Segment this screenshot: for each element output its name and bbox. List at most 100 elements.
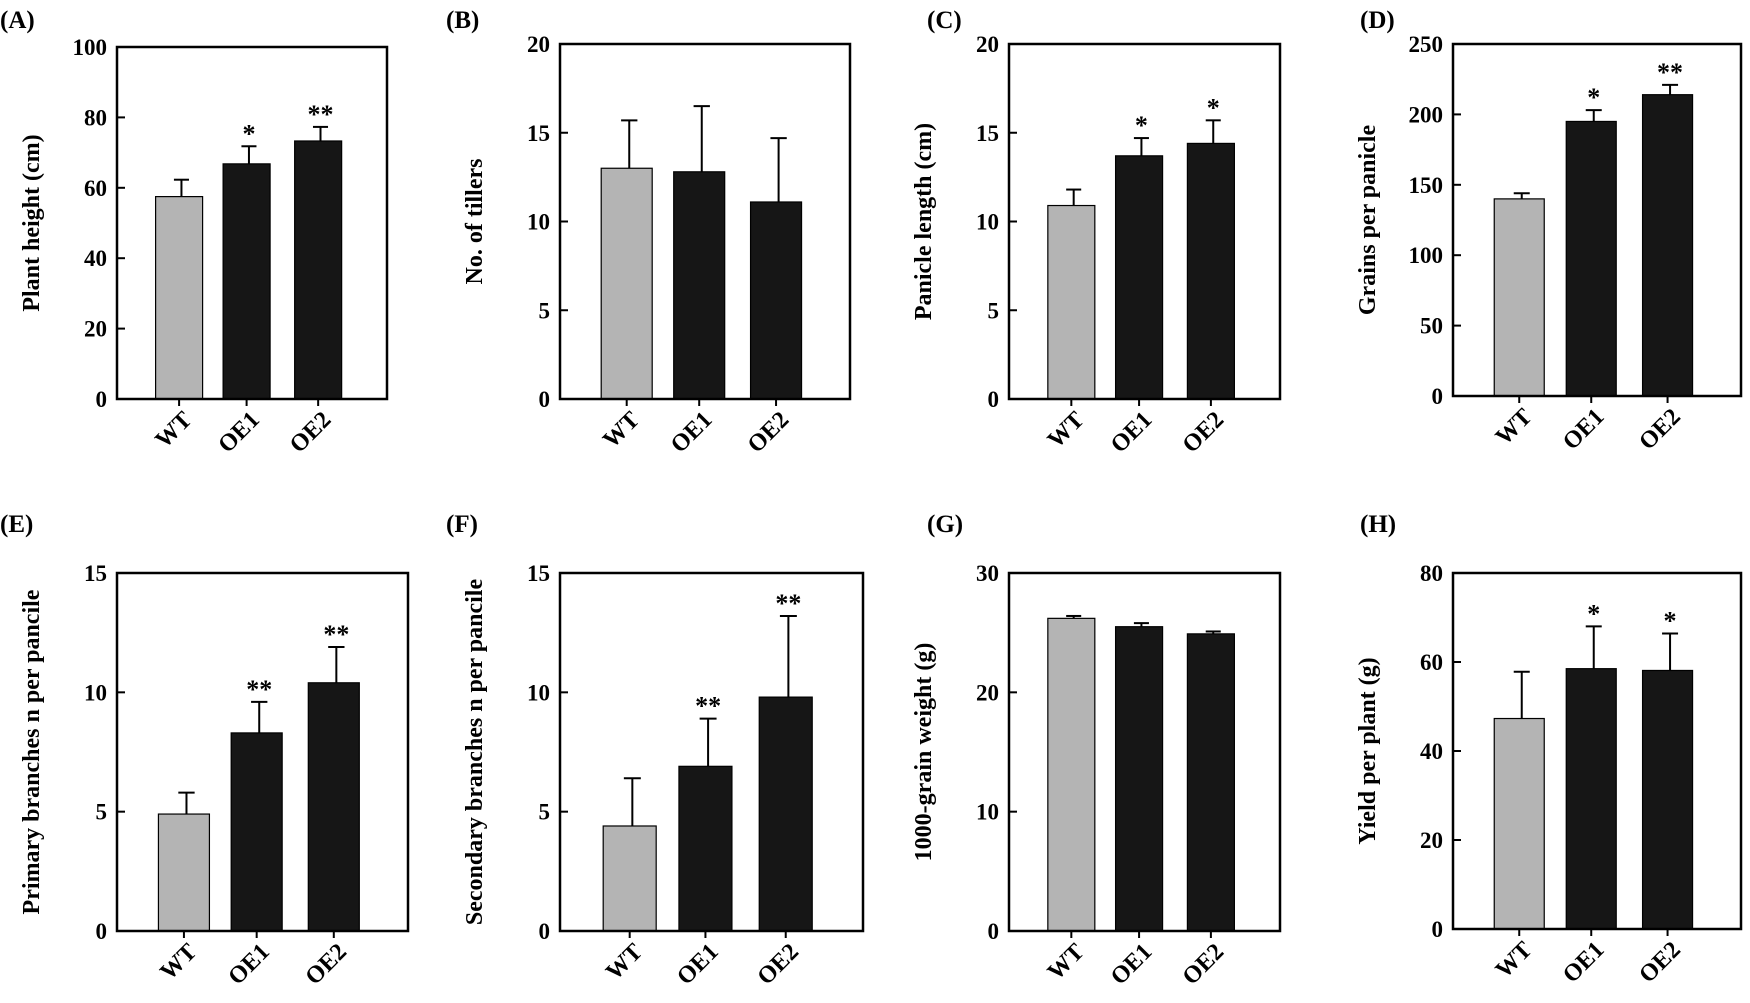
- panel-b: (B) WT OE1 OE2 0 5 10 15 20 No. of tillers: [446, 7, 852, 458]
- bar-wt: [1493, 198, 1545, 397]
- plot-frame: [558, 571, 865, 933]
- bar-wt: [1047, 617, 1096, 932]
- y-tick-label: 0: [539, 387, 551, 412]
- y-tick-label: 0: [96, 919, 108, 944]
- bar-oe1: [1565, 668, 1617, 930]
- y-tick-label: 5: [988, 298, 1000, 323]
- y-tick-label: 60: [1420, 650, 1443, 675]
- significance-mark: **: [308, 100, 334, 129]
- significance-mark: *: [242, 119, 255, 148]
- y-tick-label: 10: [527, 680, 550, 705]
- plot-frame: [1451, 42, 1743, 398]
- bar-oe1: [1114, 626, 1164, 932]
- x-tick-label-oe1: OE1: [1558, 937, 1609, 988]
- bar-oe1: [673, 171, 726, 400]
- significance-mark: **: [323, 620, 349, 649]
- x-tick-label-wt: WT: [1491, 404, 1538, 451]
- y-tick-label: 20: [84, 317, 107, 342]
- x-tick-label-oe2: OE2: [1634, 937, 1685, 988]
- panel-label: (C): [927, 7, 962, 34]
- plot-frame: [115, 571, 410, 933]
- panel-g: (G) WT OE1 OE2 0 10 20 30 1000-grain weight (g): [911, 511, 1282, 990]
- y-tick-label: 0: [988, 919, 1000, 944]
- y-tick-label: 50: [1420, 314, 1443, 339]
- y-tick-label: 0: [96, 387, 108, 412]
- panel-c: (C) WT * OE1 * OE2 0 5 10 15 20 Panicle length (cm): [911, 7, 1282, 458]
- x-tick-label-oe1: OE1: [1106, 939, 1157, 990]
- x-tick-label-oe2: OE2: [1634, 404, 1685, 455]
- bar-oe2: [758, 696, 813, 932]
- y-tick-label: 10: [976, 210, 999, 235]
- y-tick-label: 40: [84, 246, 107, 271]
- y-tick-label: 10: [84, 680, 107, 705]
- y-tick-label: 15: [84, 561, 107, 586]
- y-tick-label: 80: [84, 105, 107, 130]
- panel-label: (E): [0, 511, 33, 538]
- x-tick-label-oe2: OE2: [1178, 939, 1229, 990]
- significance-mark: *: [1587, 83, 1600, 112]
- x-tick-label-oe2: OE2: [1178, 407, 1229, 458]
- panel-label: (F): [446, 511, 478, 538]
- significance-mark: **: [246, 675, 272, 704]
- bar-oe2: [749, 201, 803, 400]
- panel-d: (D) WT * OE1 ** OE2 0 50 100 150 200 250 Grains per …: [1355, 7, 1743, 455]
- bar-oe2: [1641, 669, 1694, 930]
- x-tick-label-wt: WT: [155, 939, 202, 986]
- significance-mark: *: [1135, 111, 1148, 140]
- plot-frame: [1007, 571, 1282, 933]
- y-tick-label: 250: [1409, 32, 1444, 57]
- plot-frame: [1451, 571, 1743, 931]
- y-tick-label: 30: [976, 561, 999, 586]
- significance-mark: *: [1587, 599, 1600, 628]
- x-tick-label-wt: WT: [1043, 407, 1090, 454]
- panel-label: (B): [446, 7, 479, 34]
- y-tick-label: 20: [527, 32, 550, 57]
- y-tick-label: 0: [1432, 384, 1444, 409]
- bar-oe2: [1641, 94, 1694, 397]
- bar-oe1: [230, 732, 283, 932]
- x-tick-label-wt: WT: [1043, 939, 1090, 986]
- x-tick-label-wt: WT: [151, 407, 198, 454]
- y-axis-label: Primary branches n per pancile: [19, 589, 45, 914]
- y-axis-label: Yield per plant (g): [1355, 657, 1381, 844]
- y-tick-label: 20: [976, 680, 999, 705]
- x-tick-label-oe1: OE1: [213, 407, 264, 458]
- bar-wt: [602, 825, 657, 932]
- y-tick-label: 5: [96, 800, 108, 825]
- bar-oe1: [1114, 155, 1164, 400]
- significance-mark: **: [1657, 58, 1683, 87]
- panel-label: (G): [927, 511, 963, 538]
- plot-frame: [558, 42, 852, 401]
- y-tick-label: 200: [1409, 102, 1444, 127]
- bar-wt: [155, 196, 204, 400]
- y-tick-label: 10: [976, 800, 999, 825]
- bar-oe1: [1565, 120, 1617, 397]
- bar-wt: [1047, 204, 1096, 400]
- bar-wt: [1493, 717, 1545, 930]
- significance-mark: *: [1664, 607, 1677, 636]
- bar-wt: [157, 813, 211, 932]
- y-tick-label: 0: [539, 919, 551, 944]
- bar-oe1: [222, 163, 271, 400]
- bar-wt: [600, 167, 653, 400]
- panel-label: (A): [0, 7, 35, 34]
- plot-frame: [115, 45, 389, 401]
- y-tick-label: 100: [73, 35, 108, 60]
- x-tick-label-oe2: OE2: [753, 939, 804, 990]
- y-tick-label: 150: [1409, 173, 1444, 198]
- x-tick-label-oe1: OE1: [672, 939, 723, 990]
- y-tick-label: 10: [527, 210, 550, 235]
- bar-oe1: [678, 765, 733, 932]
- significance-mark: **: [775, 589, 801, 618]
- significance-mark: *: [1207, 93, 1220, 122]
- bar-oe2: [1186, 633, 1235, 932]
- x-tick-label-wt: WT: [598, 407, 645, 454]
- y-axis-label: Plant height (cm): [19, 134, 45, 311]
- y-tick-label: 0: [988, 387, 1000, 412]
- y-tick-label: 20: [976, 32, 999, 57]
- x-tick-label-oe1: OE1: [1558, 404, 1609, 455]
- y-tick-label: 20: [1420, 828, 1443, 853]
- x-tick-label-wt: WT: [1491, 937, 1538, 984]
- y-tick-label: 80: [1420, 561, 1443, 586]
